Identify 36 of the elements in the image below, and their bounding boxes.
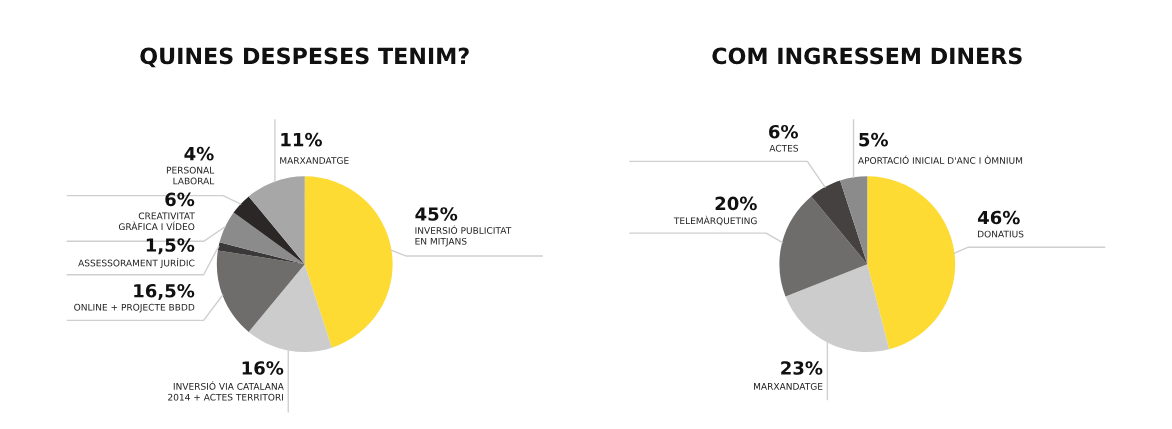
data-label: 4% [184,146,214,161]
data-label: 23% [781,361,823,375]
slice-label: ACTES [769,144,799,152]
chart-title: COM INGRESSEM DINERS [712,47,1022,65]
pie-slice [840,176,868,265]
data-label: 6% [165,192,195,207]
data-label: 16% [242,361,284,375]
slice-label: DONATIUS [978,230,1024,238]
slice-label: MARXANDATGE [754,382,823,390]
slice-label: TELEMÀRQUETING [673,215,757,226]
slice-label: APORTACIÓ INICIAL D'ANC I ÒMNIUM [857,155,1023,164]
data-label: 16,5% [134,283,195,300]
pie-slice [233,196,305,265]
pie-slice [867,176,956,350]
data-label: 20% [715,196,757,211]
slice-label: MARXANDATGE [280,157,349,164]
slice-label: ASSESSORAMENT JURÍDIC [78,257,195,269]
data-label: 6% [769,124,798,139]
pie-slice [219,212,305,265]
pie-slice [216,250,305,332]
slice-label: ONLINE + PROJECTE BBDD [74,303,195,313]
data-label: 5% [859,132,888,147]
data-label: 45% [415,207,458,221]
pie-slice [779,196,868,297]
data-label: 11% [281,132,322,147]
slice-label: CREATIVITAT GRÀFICA I VÍDEO [118,212,195,231]
pie-slice [811,180,868,265]
slice-label: INVERSIÓ VIA CATALANA 2014 + ACTES TERRITORI [168,381,284,401]
pie-slice [248,176,305,265]
pie-slice [304,176,393,348]
slice-label: PERSONAL LABORAL [166,166,215,185]
data-label: 46% [977,210,1020,225]
pie-slice [217,242,305,265]
slice-label: INVERSIÓ PUBLICITAT EN MITJANS [415,225,512,247]
data-label: 1,5% [146,238,195,255]
chart-title: QUINES DESPESES TENIM? [140,47,469,68]
